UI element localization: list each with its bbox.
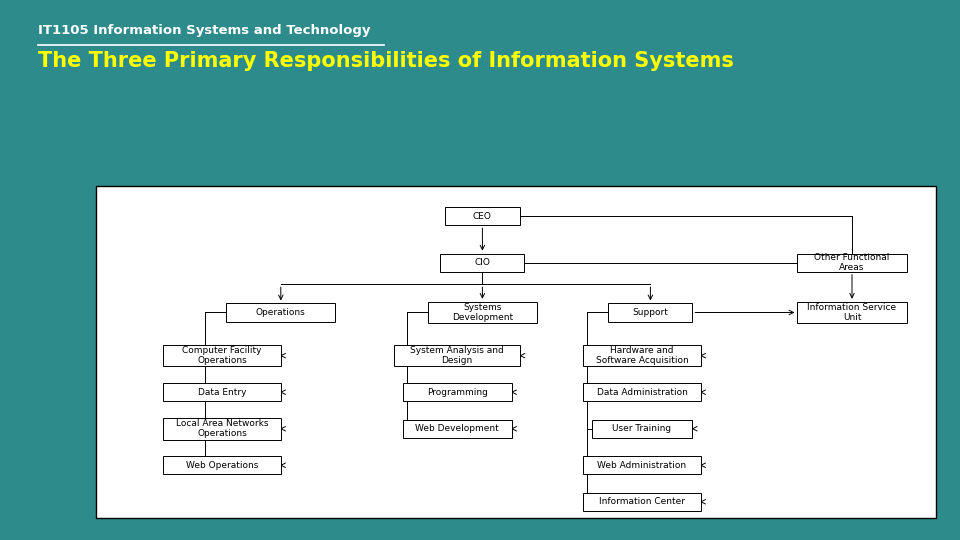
Text: IT1105 Information Systems and Technology: IT1105 Information Systems and Technolog…: [38, 24, 371, 37]
FancyBboxPatch shape: [96, 186, 936, 518]
Text: The Three Primary Responsibilities of Information Systems: The Three Primary Responsibilities of In…: [38, 51, 734, 71]
